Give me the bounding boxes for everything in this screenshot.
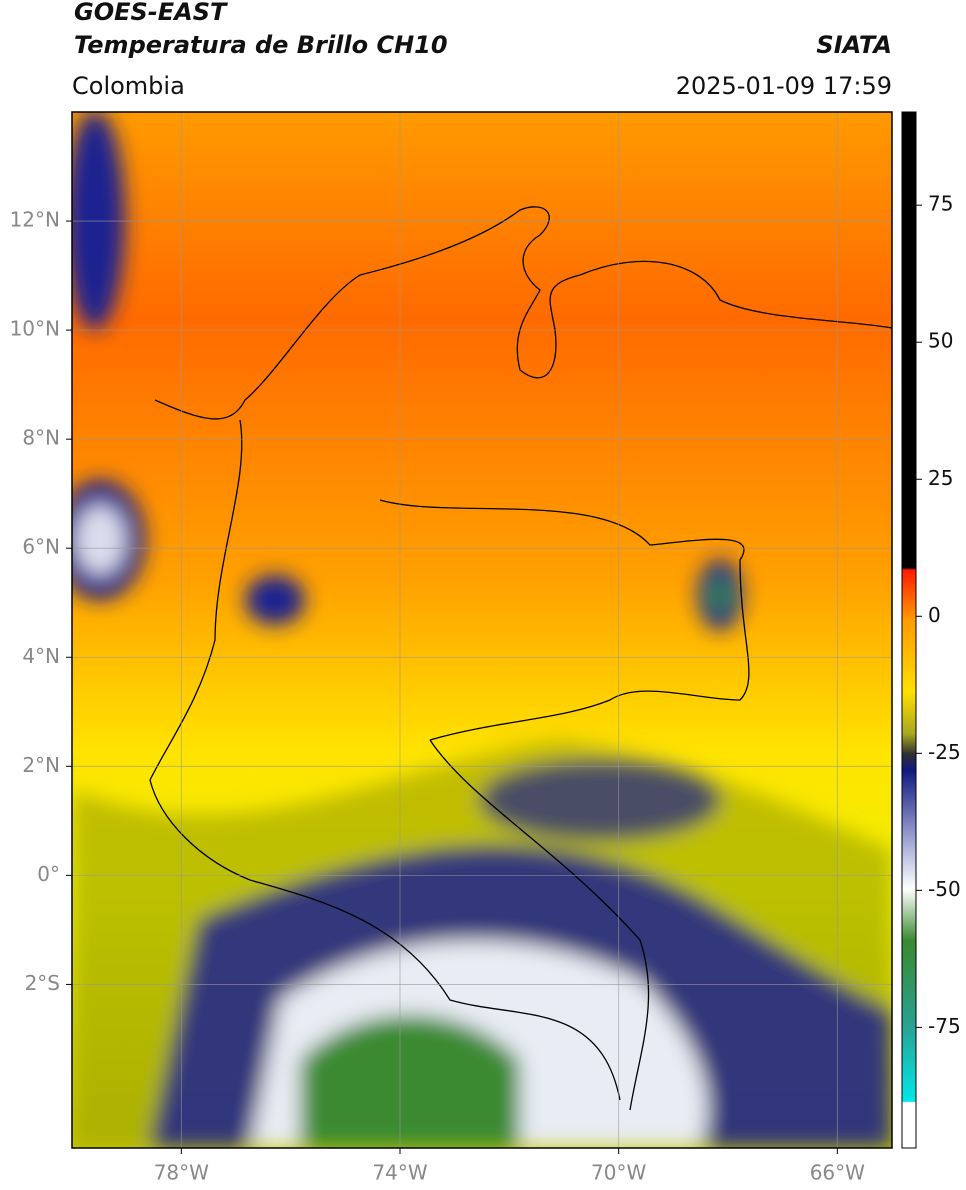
colorbar-tick-label: -75 [928,1014,961,1038]
colorbar [901,111,917,1149]
graticule [72,112,892,1148]
lat-tick-label: 6°N [22,535,60,559]
lon-tick-label: 66°W [810,1161,865,1185]
source: SIATA [816,31,892,59]
lat-tick-label: 8°N [22,426,60,450]
title: GOES-EAST [74,0,228,26]
lon-tick-label: 74°W [372,1161,427,1185]
lat-tick-label: 2°N [22,753,60,777]
colorbar-tick-label: 25 [928,466,953,490]
colorbar-tick-label: -25 [928,740,961,764]
lon-tick-label: 70°W [591,1161,646,1185]
lat-tick-label: 2°S [25,971,60,995]
colorbar-tick-label: 75 [928,192,953,216]
subtitle: Temperatura de Brillo CH10 [74,31,448,59]
colorbar-tick-label: 50 [928,329,953,353]
region: Colombia [72,72,185,100]
satellite-image [72,112,892,1148]
boundaries [149,206,893,1111]
datetime: 2025-01-09 17:59 [676,72,892,100]
lon-tick-label: 78°W [154,1161,209,1185]
lat-tick-label: 10°N [10,317,60,341]
colorbar-tick-label: 0 [928,603,941,627]
colorbar-tick-label: -50 [928,877,961,901]
lat-tick-label: 4°N [22,644,60,668]
map-frame [71,111,893,1149]
lat-tick-label: 12°N [10,208,60,232]
lat-tick-label: 0° [37,862,60,886]
